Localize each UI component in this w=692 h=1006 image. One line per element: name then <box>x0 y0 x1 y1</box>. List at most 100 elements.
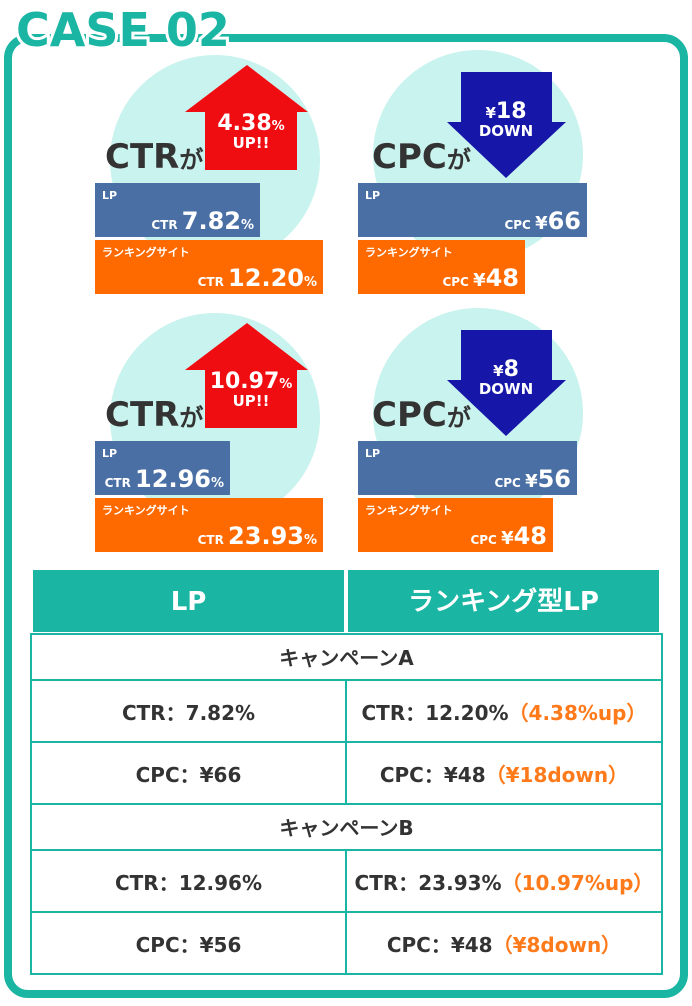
arrow-text: UP!! <box>233 134 270 152</box>
headline-particle: が <box>179 146 203 174</box>
bar-label: LP <box>102 447 117 460</box>
cell-value: CTR：7.82% <box>122 701 255 725</box>
arrow-suffix: % <box>279 377 292 392</box>
arrow-number: 4.38 <box>217 111 271 136</box>
arrow-value: ¥8 <box>493 357 519 382</box>
arrow-up <box>185 65 308 170</box>
cell-value: CPC：¥56 <box>136 933 242 957</box>
cell-text: CPC：¥48（¥18down） <box>380 763 628 787</box>
arrow-down <box>447 330 566 436</box>
header-text: ランキング型LP <box>408 587 599 617</box>
bar-ranking <box>358 240 525 294</box>
bar-label: ランキングサイト <box>365 245 453 259</box>
cell-value: CPC：¥48 <box>387 933 493 957</box>
bar-ranking <box>358 498 553 552</box>
bar-value: CTR 12.96% <box>105 465 224 493</box>
headline-particle: が <box>447 404 471 432</box>
bar-label: LP <box>102 189 117 202</box>
arrow-value: ¥18 <box>485 99 526 124</box>
cell-value: CPC：¥48 <box>380 763 486 787</box>
cell-note: （¥18down） <box>486 763 629 787</box>
arrow-suffix: % <box>272 119 285 134</box>
bar-suffix: % <box>304 275 317 290</box>
headline-metric: CTR <box>105 137 179 177</box>
headline: CTRが <box>105 137 203 177</box>
bar-lp <box>95 183 260 237</box>
bar-label: ランキングサイト <box>102 245 190 259</box>
bar-lp <box>358 441 577 495</box>
table-cell <box>345 849 663 913</box>
cell-value: CTR：12.96% <box>115 871 262 895</box>
bar-suffix: % <box>241 218 254 233</box>
table-cell <box>345 741 663 805</box>
table-cell <box>30 741 347 805</box>
arrow-prefix: ¥ <box>485 104 496 122</box>
bar-number: 12.96 <box>135 465 211 493</box>
bar-metric: CTR <box>105 476 131 490</box>
bar-number: 48 <box>514 522 547 550</box>
bar-metric: CTR <box>198 275 224 289</box>
arrow-text: DOWN <box>479 122 533 140</box>
bar-number: 48 <box>486 264 519 292</box>
cell-text: CTR：12.96% <box>115 871 262 895</box>
headline-particle: が <box>179 404 203 432</box>
arrow-up <box>185 323 308 428</box>
cell-note: （10.97%up） <box>502 871 654 895</box>
bar-label: ランキングサイト <box>102 503 190 517</box>
bar-value: CTR 7.82% <box>151 207 254 235</box>
cell-note: （4.38%up） <box>509 701 647 725</box>
bar-label: ランキングサイト <box>365 503 453 517</box>
cell-value: CPC：¥66 <box>136 763 242 787</box>
bar-metric: CTR <box>198 533 224 547</box>
bar-metric: CPC <box>442 275 469 289</box>
cell-text: CPC：¥48（¥8down） <box>387 933 621 957</box>
headline: CPCが <box>372 137 471 177</box>
bar-number: 7.82 <box>182 207 241 235</box>
arrow-text: UP!! <box>233 392 270 410</box>
bar-prefix: ¥ <box>525 471 538 492</box>
bar-label: LP <box>365 447 380 460</box>
bar-number: 66 <box>548 207 581 235</box>
bar-prefix: ¥ <box>473 270 486 291</box>
cell-text: CPC：¥56 <box>136 933 242 957</box>
frame <box>4 34 688 998</box>
headline-metric: CPC <box>372 395 447 435</box>
bar-number: 12.20 <box>228 264 304 292</box>
bar-value: CTR 12.20% <box>198 264 317 292</box>
bar-suffix: % <box>211 476 224 491</box>
bar-prefix: ¥ <box>535 213 548 234</box>
bar-number: 56 <box>538 465 571 493</box>
section-row <box>30 633 663 681</box>
cell-value: CTR：12.20% <box>362 701 509 725</box>
arrow-text: DOWN <box>479 380 533 398</box>
arrow-number: 8 <box>504 357 519 382</box>
bar-suffix: % <box>304 533 317 548</box>
arrow-value: 4.38% <box>217 111 284 136</box>
cell-value: CTR：23.93% <box>355 871 502 895</box>
cell-text: CTR：7.82% <box>122 701 255 725</box>
case-title: CASE 02 <box>16 3 230 57</box>
section-title: キャンペーンB <box>279 816 413 840</box>
headline-particle: が <box>447 146 471 174</box>
bar-value: CPC ¥66 <box>504 207 581 235</box>
table-cell <box>345 679 663 743</box>
bar-ranking <box>95 498 323 552</box>
bar-metric: CPC <box>494 476 521 490</box>
table-cell <box>30 849 347 913</box>
bar-value: CTR 23.93% <box>198 522 317 550</box>
bar-ranking <box>95 240 323 294</box>
arrow-value: 10.97% <box>210 369 293 394</box>
header-cell <box>33 570 344 632</box>
bar-lp <box>95 441 230 495</box>
arrow-number: 10.97 <box>210 369 280 394</box>
cell-text: CPC：¥66 <box>136 763 242 787</box>
bar-value: CPC ¥56 <box>494 465 571 493</box>
arrow-down <box>447 72 566 178</box>
bar-value: CPC ¥48 <box>470 522 547 550</box>
arrow-number: 18 <box>496 99 527 124</box>
cell-text: CTR：23.93%（10.97%up） <box>355 871 654 895</box>
